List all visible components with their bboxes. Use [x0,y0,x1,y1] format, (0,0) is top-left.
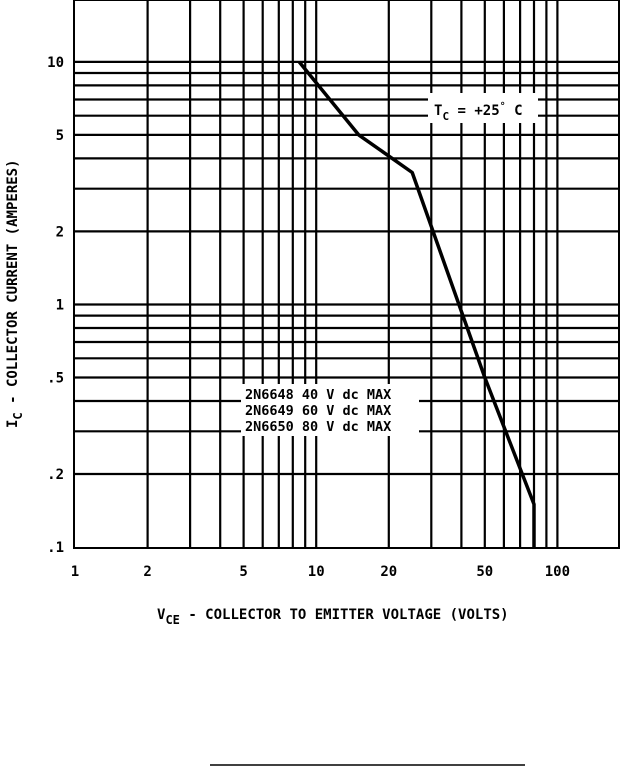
x-tick-label: 5 [239,564,247,580]
plot-frame [73,0,620,549]
y-tick-label: .1 [47,540,64,556]
x-tick-label: 50 [476,564,493,580]
device-label-1: 2N6648 40 V dc MAX [245,387,391,403]
x-tick-label: 100 [545,564,570,580]
y-tick-label: 1 [56,298,64,314]
y-tick-labels: .1 .2 .5 1 2 5 10 [47,55,64,556]
annotation-degree: ° [500,101,506,112]
device-label-2: 2N6649 60 V dc MAX [245,403,391,419]
annotation-unit: C [506,103,523,119]
y-tick-label: .5 [47,371,64,387]
x-tick-label: 10 [308,564,325,580]
temperature-annotation: TC = +25° C [428,93,538,123]
x-tick-labels: 1 2 5 10 20 50 100 [71,564,570,580]
x-axis-label-rest: - COLLECTOR TO EMITTER VOLTAGE (VOLTS) [180,607,509,623]
svg-text:TC = +25° C: TC = +25° C [434,101,523,123]
y-tick-label: 10 [47,55,64,71]
safe-operating-area-curve [297,60,536,547]
annotation-rest: = +25 [449,103,500,119]
device-label-3: 2N6650 80 V dc MAX [245,419,391,435]
x-tick-label: 2 [143,564,151,580]
y-axis-label-main: I [5,420,21,428]
y-axis-label-rest: - COLLECTOR CURRENT (AMPERES) [5,159,21,412]
y-tick-label: .2 [47,467,64,483]
device-ratings: 2N6648 40 V dc MAX 2N6649 60 V dc MAX 2N… [241,384,419,436]
x-axis-label: VCE - COLLECTOR TO EMITTER VOLTAGE (VOLT… [157,607,509,627]
x-tick-label: 1 [71,564,79,580]
y-tick-label: 5 [56,128,64,144]
y-axis-label-sub: C [11,412,25,419]
annotation-sub: C [442,110,449,123]
y-tick-label: 2 [56,224,64,240]
grid-lines [75,0,619,547]
y-axis-label: IC - COLLECTOR CURRENT (AMPERES) [5,159,25,428]
x-tick-label: 20 [380,564,397,580]
x-axis-label-sub: CE [165,613,179,627]
x-axis-label-main: V [157,607,166,623]
annotation-main: T [434,103,442,119]
